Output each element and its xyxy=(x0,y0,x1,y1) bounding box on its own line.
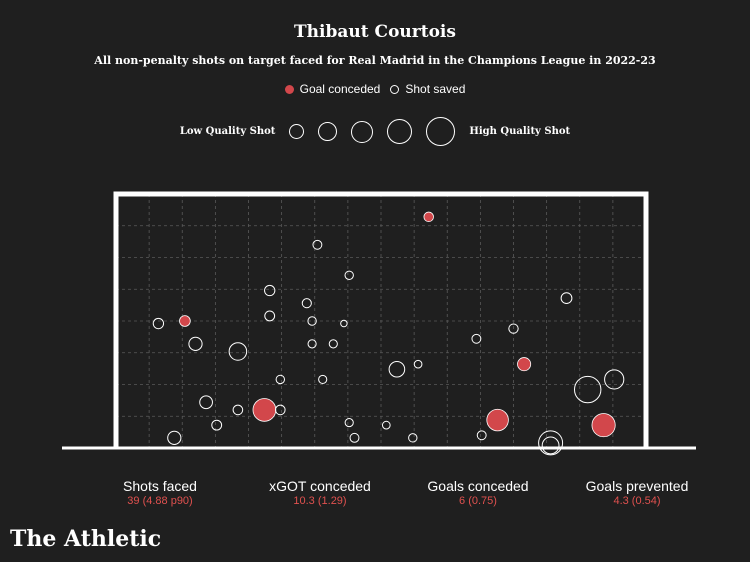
shot-saved-point xyxy=(574,375,602,404)
goal-conceded-point xyxy=(591,413,616,438)
stat-shots-faced: Shots faced 39 (4.88 p90) xyxy=(80,478,240,507)
shot-saved-point xyxy=(381,420,391,430)
shot-saved-point xyxy=(344,270,354,280)
stat-label: xGOT conceded xyxy=(269,478,371,494)
shot-saved-point xyxy=(538,430,564,456)
shot-saved-point xyxy=(167,430,182,445)
goal-posts xyxy=(113,191,649,448)
chart-title: Thibaut Courtois xyxy=(294,22,456,42)
shot-saved-point xyxy=(408,433,418,443)
stat-value: 6 (0.75) xyxy=(459,495,497,507)
shot-saved-point xyxy=(344,418,354,428)
shot-saved-point xyxy=(541,436,560,455)
size-legend-circle-icon xyxy=(289,124,305,139)
shot-saved-point xyxy=(264,284,276,297)
shot-saved-point xyxy=(152,317,165,330)
size-legend-circle-icon xyxy=(318,122,338,141)
goal-conceded-point xyxy=(252,398,277,422)
goal-frame xyxy=(62,191,696,450)
chart-subtitle: All non-penalty shots on target faced fo… xyxy=(94,54,656,67)
shot-saved-point xyxy=(232,404,244,416)
the-athletic-logo: The Athletic xyxy=(10,526,162,552)
size-legend-circle-icon xyxy=(387,119,413,144)
size-legend-circle-icon xyxy=(426,117,456,146)
shot-saved-point xyxy=(340,319,348,328)
shot-saved-point xyxy=(211,419,223,431)
size-legend-circle-icon xyxy=(351,120,374,143)
shot-saved-point xyxy=(318,374,328,385)
shot-saved-point xyxy=(388,360,406,378)
goal-conceded-point xyxy=(517,357,532,372)
stat-value: 4.3 (0.54) xyxy=(613,495,661,507)
legend-goal-label: Goal conceded xyxy=(299,82,381,96)
size-legend: Low Quality Shot High Quality Shot xyxy=(0,117,750,146)
stat-label: Shots faced xyxy=(123,478,197,494)
legend-item-goal: Goal conceded xyxy=(284,82,381,96)
goal-conceded-point xyxy=(423,211,434,223)
shot-saved-point xyxy=(560,292,573,305)
shot-saved-point xyxy=(328,339,338,349)
low-quality-label: Low Quality Shot xyxy=(179,126,276,137)
shot-saved-point xyxy=(275,374,285,385)
stats-row: Shots faced 39 (4.88 p90) xGOT conceded … xyxy=(0,478,750,518)
legend-saved-label: Shot saved xyxy=(405,82,466,96)
shot-saved-point xyxy=(188,336,203,351)
legend-item-saved: Shot saved xyxy=(390,82,465,96)
goal-net-grid xyxy=(116,194,646,448)
stat-value: 10.3 (1.29) xyxy=(293,495,347,507)
shot-saved-marker-icon xyxy=(390,84,400,94)
shot-markers xyxy=(152,211,625,456)
stat-goals-prevented: Goals prevented 4.3 (0.54) xyxy=(557,478,717,507)
goal-conceded-point xyxy=(486,408,509,432)
stat-label: Goals prevented xyxy=(585,478,689,494)
shot-saved-point xyxy=(312,239,323,250)
shot-saved-point xyxy=(199,395,213,410)
shot-saved-point xyxy=(349,432,360,443)
shot-saved-point xyxy=(508,323,519,334)
shot-saved-point xyxy=(307,339,317,349)
stat-value: 39 (4.88 p90) xyxy=(127,495,193,507)
stat-goals-conceded: Goals conceded 6 (0.75) xyxy=(398,478,558,507)
shot-saved-point xyxy=(604,369,625,390)
shot-saved-point xyxy=(301,298,312,309)
stat-xgot-conceded: xGOT conceded 10.3 (1.29) xyxy=(240,478,400,507)
color-legend: Goal conceded Shot saved xyxy=(0,82,750,96)
shot-saved-point xyxy=(413,359,423,369)
shot-saved-point xyxy=(307,316,317,326)
shot-saved-point xyxy=(264,310,276,322)
goal-conceded-point xyxy=(179,315,191,327)
stat-label: Goals conceded xyxy=(427,478,529,494)
shot-saved-point xyxy=(228,342,248,361)
shot-saved-point xyxy=(476,430,487,441)
goal-conceded-marker-icon xyxy=(284,84,294,94)
high-quality-label: High Quality Shot xyxy=(469,126,571,137)
shot-saved-point xyxy=(275,404,286,416)
shot-saved-point xyxy=(471,333,482,344)
